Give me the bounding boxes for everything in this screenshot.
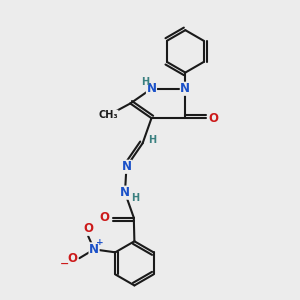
Text: N: N — [180, 82, 190, 95]
Text: −: − — [59, 259, 69, 269]
Text: N: N — [146, 82, 157, 95]
Text: O: O — [83, 222, 93, 235]
Text: H: H — [141, 77, 149, 87]
Text: N: N — [122, 160, 131, 173]
Text: CH₃: CH₃ — [98, 110, 118, 120]
Text: H: H — [131, 193, 139, 203]
Text: O: O — [68, 252, 78, 265]
Text: N: N — [120, 186, 130, 199]
Text: +: + — [96, 238, 103, 247]
Text: H: H — [148, 135, 156, 145]
Text: O: O — [208, 112, 218, 125]
Text: O: O — [99, 211, 110, 224]
Text: N: N — [89, 243, 99, 256]
